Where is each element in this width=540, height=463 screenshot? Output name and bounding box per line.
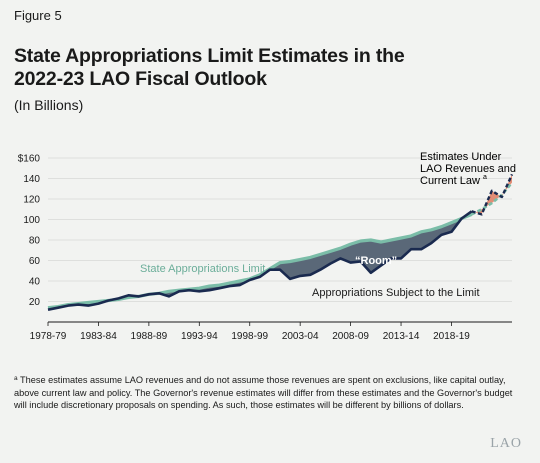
footnote: a These estimates assume LAO revenues an… xyxy=(14,374,526,412)
x-axis-ticks: 1978-79 1983-84 1988-89 1993-94 1998-99 2003-… xyxy=(30,322,470,342)
x-tick-label-2003: 2003-04 xyxy=(282,331,319,342)
y-tick-label-140: 140 xyxy=(23,174,40,185)
y-tick-label-100: 100 xyxy=(23,215,40,226)
x-tick-label-1993: 1993-94 xyxy=(181,331,218,342)
x-tick-label-2008: 2008-09 xyxy=(332,331,369,342)
figure-label: Figure 5 xyxy=(14,8,62,23)
x-tick-label-1998: 1998-99 xyxy=(231,331,268,342)
estimates-label-line-1: Estimates Under xyxy=(420,151,502,163)
x-tick-label-1983: 1983-84 xyxy=(80,331,117,342)
subject-series-estimate-line xyxy=(471,173,514,216)
estimates-label-line-3: Current Law xyxy=(420,175,480,187)
x-tick-label-1988: 1988-89 xyxy=(131,331,168,342)
grid-lines xyxy=(48,157,512,302)
limit-series-label: State Appropriations Limit xyxy=(140,263,265,275)
estimates-label-marker: a xyxy=(483,174,487,181)
footnote-text: These estimates assume LAO revenues and … xyxy=(14,375,513,410)
y-tick-label-60: 60 xyxy=(29,256,41,267)
y-tick-label-40: 40 xyxy=(29,277,41,288)
title-line-1: State Appropriations Limit Estimates in … xyxy=(14,45,405,67)
subject-series-line xyxy=(47,210,473,311)
y-axis-ticks: 20 40 60 80 100 120 140 $160 xyxy=(18,154,41,309)
chart-subtitle: (In Billions) xyxy=(14,97,84,113)
x-tick-label-2013: 2013-14 xyxy=(383,331,420,342)
estimates-label: Estimates Under LAO Revenues and Current… xyxy=(420,151,519,187)
y-tick-label-20: 20 xyxy=(29,297,41,308)
chart-title: State Appropriations Limit Estimates in … xyxy=(14,45,514,91)
room-label: “Room” xyxy=(355,255,397,267)
subject-series-label: Appropriations Subject to the Limit xyxy=(312,287,480,299)
estimate-gap-area xyxy=(471,174,512,215)
appropriations-limit-chart: 20 40 60 80 100 120 140 $160 1978-79 1983-84 1988… xyxy=(18,151,519,342)
y-tick-label-120: 120 xyxy=(23,195,40,206)
y-tick-label-160: $160 xyxy=(18,154,41,165)
estimates-label-line-2: LAO Revenues and xyxy=(420,163,516,175)
y-tick-label-80: 80 xyxy=(29,236,41,247)
footnote-marker: a xyxy=(14,375,18,382)
title-line-2: 2022-23 LAO Fiscal Outlook xyxy=(14,68,267,90)
x-tick-label-1978: 1978-79 xyxy=(30,331,67,342)
lao-logo: LAO xyxy=(490,436,522,451)
x-tick-label-2018: 2018-19 xyxy=(433,331,470,342)
